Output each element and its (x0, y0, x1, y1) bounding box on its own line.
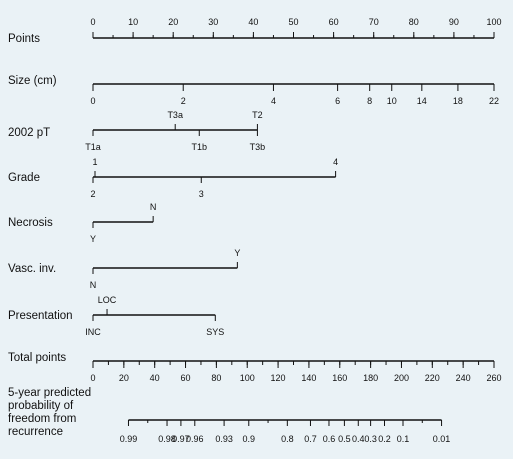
total-tick-label: 240 (456, 373, 471, 383)
presentation-category-label: LOC (98, 295, 117, 305)
points-tick-label: 20 (168, 17, 178, 27)
points-tick-label: 40 (248, 17, 258, 27)
points-tick-label: 30 (208, 17, 218, 27)
pt2002-category-label: T2 (252, 110, 263, 120)
points-tick-label: 60 (329, 17, 339, 27)
grade-category-label: 3 (199, 189, 204, 199)
grade-label: Grade (8, 172, 40, 184)
size-tick-label: 4 (271, 96, 276, 106)
grade-category-label: 4 (333, 157, 338, 167)
prob-tick-label: 0.5 (338, 434, 351, 444)
size-tick-label: 6 (335, 96, 340, 106)
total-tick-label: 20 (119, 373, 129, 383)
size-tick-label: 10 (387, 96, 397, 106)
total-tick-label: 200 (394, 373, 409, 383)
total-tick-label: 160 (332, 373, 347, 383)
prob-label: 5-year predicted probability of freedom fr… (8, 387, 91, 438)
size-tick-label: 22 (489, 96, 499, 106)
prob-tick-label: 0.93 (215, 434, 233, 444)
total-tick-label: 80 (211, 373, 221, 383)
total-tick-label: 0 (90, 373, 95, 383)
prob-tick-label: 0.7 (304, 434, 317, 444)
size-tick-label: 0 (90, 96, 95, 106)
size-tick-label: 8 (367, 96, 372, 106)
size-tick-label: 2 (181, 96, 186, 106)
total-tick-label: 40 (150, 373, 160, 383)
pt2002-category-label: T1a (85, 142, 101, 152)
necrosis-label: Necrosis (8, 217, 53, 229)
total-tick-label: 260 (486, 373, 501, 383)
prob-tick-label: 0.98 (158, 434, 176, 444)
grade-category-label: 1 (92, 157, 97, 167)
vasc-category-label: N (90, 280, 97, 290)
total-tick-label: 100 (240, 373, 255, 383)
pt2002-label: 2002 pT (8, 127, 50, 139)
points-tick-label: 80 (409, 17, 419, 27)
presentation-category-label: INC (85, 327, 101, 337)
prob-tick-label: 0.8 (281, 434, 294, 444)
size-label: Size (cm) (8, 75, 57, 87)
total-label: Total points (8, 352, 66, 364)
size-tick-label: 18 (453, 96, 463, 106)
size-tick-label: 14 (417, 96, 427, 106)
points-tick-label: 0 (90, 17, 95, 27)
grade-category-label: 2 (90, 189, 95, 199)
vasc-category-label: Y (234, 248, 240, 258)
total-tick-label: 120 (271, 373, 286, 383)
necrosis-category-label: N (150, 202, 157, 212)
prob-tick-label: 0.2 (378, 434, 391, 444)
vasc-label: Vasc. inv. (8, 263, 56, 275)
prob-tick-label: 0.97 (172, 434, 190, 444)
total-tick-label: 180 (363, 373, 378, 383)
total-tick-label: 140 (301, 373, 316, 383)
necrosis-category-label: Y (90, 234, 96, 244)
points-tick-label: 50 (288, 17, 298, 27)
pt2002-category-label: T3b (250, 142, 266, 152)
total-tick-label: 220 (425, 373, 440, 383)
prob-tick-label: 0.99 (120, 434, 138, 444)
prob-tick-label: 0.01 (433, 434, 451, 444)
points-tick-label: 70 (369, 17, 379, 27)
points-tick-label: 100 (486, 17, 501, 27)
pt2002-category-label: T3a (167, 110, 183, 120)
prob-tick-label: 0.96 (186, 434, 204, 444)
prob-tick-label: 0.1 (397, 434, 410, 444)
total-tick-label: 60 (181, 373, 191, 383)
prob-tick-label: 0.3 (364, 434, 377, 444)
points-tick-label: 10 (128, 17, 138, 27)
presentation-label: Presentation (8, 310, 73, 322)
prob-tick-label: 0.6 (323, 434, 336, 444)
pt2002-category-label: T1b (192, 142, 208, 152)
prob-tick-label: 0.9 (243, 434, 256, 444)
points-label: Points (8, 33, 40, 45)
presentation-category-label: SYS (206, 327, 224, 337)
points-tick-label: 90 (449, 17, 459, 27)
prob-tick-label: 0.4 (352, 434, 365, 444)
